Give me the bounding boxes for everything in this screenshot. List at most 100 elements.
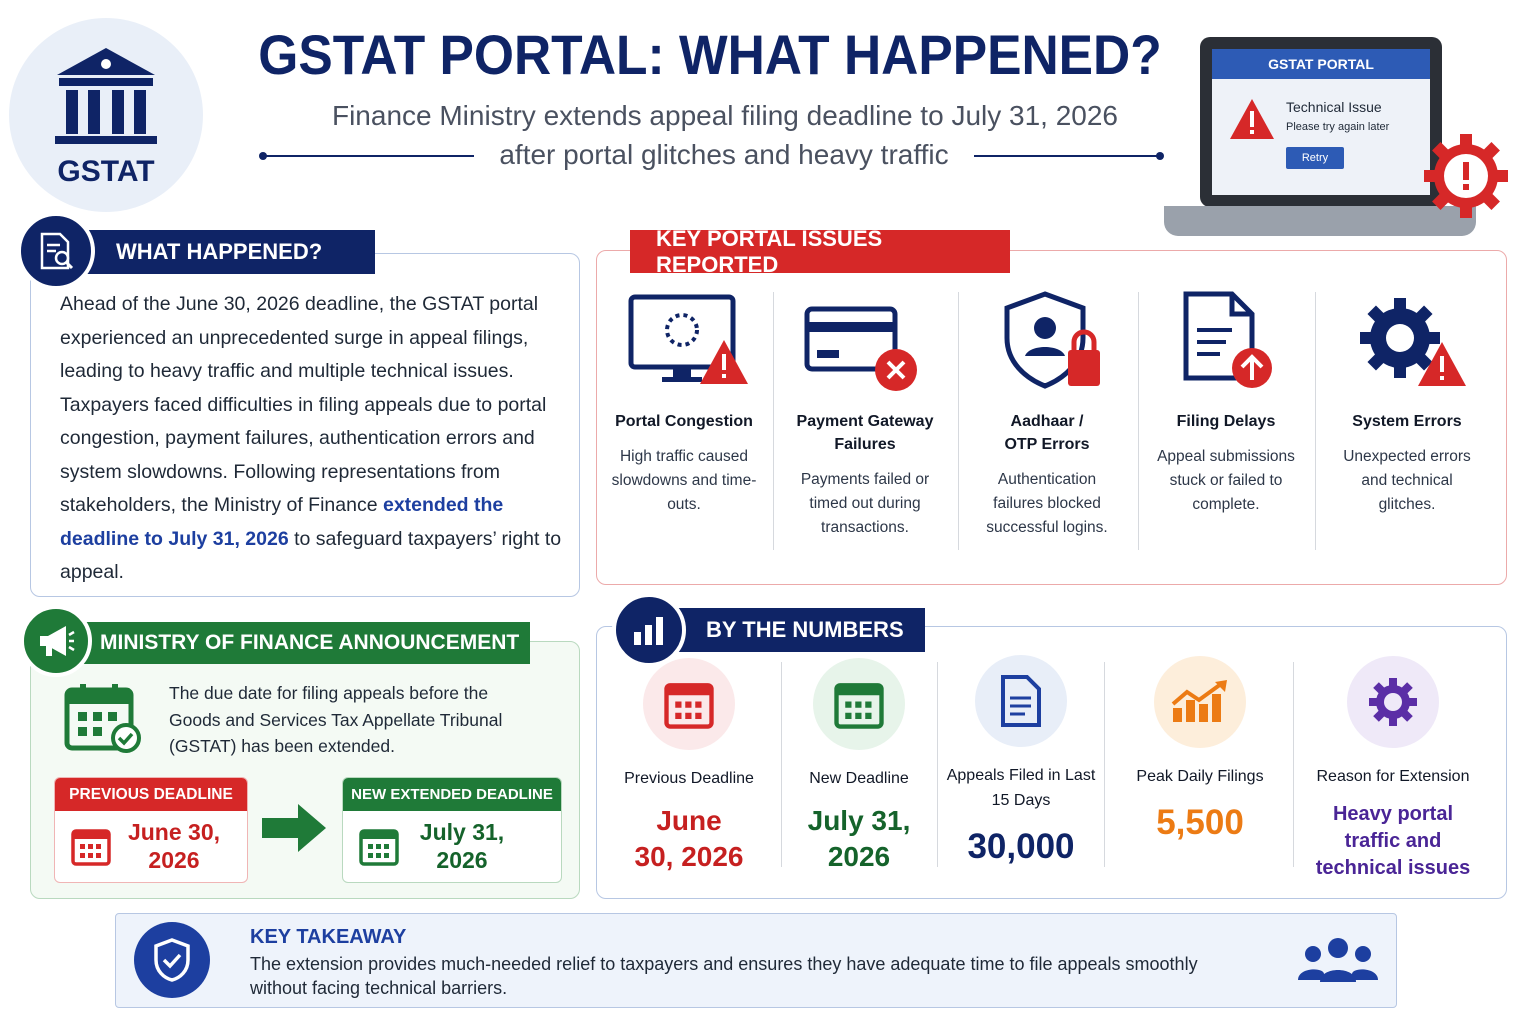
calendar-icon (834, 683, 884, 729)
section-icon (17, 212, 95, 290)
takeaway-panel (115, 913, 1397, 1008)
column-divider (958, 292, 959, 550)
main-title: GSTAT PORTAL: WHAT HAPPENED? (258, 23, 1162, 86)
issue-title: Filing Delays (1176, 413, 1276, 430)
retry-button: Retry (1286, 147, 1344, 169)
calendar-icon (359, 829, 399, 866)
section-icon (612, 593, 686, 667)
issue-message: Please try again later (1286, 121, 1390, 133)
number-label: Appeals Filed in Last 15 Days (946, 767, 1096, 809)
issue-description: Appeal submissions stuck or failed to co… (1157, 448, 1295, 513)
column-divider (1138, 292, 1139, 550)
shield-icon-circle (134, 922, 210, 998)
number-item: Previous Deadline June 30, 2026 (612, 658, 766, 875)
shield-check-icon (154, 938, 190, 982)
portal-bar: GSTAT PORTAL (1212, 49, 1430, 79)
issue-item: Payment Gateway Failures Payments failed … (787, 410, 943, 540)
warning-icon (1230, 99, 1274, 139)
calendar-icon (71, 829, 111, 866)
logo: GSTAT (9, 18, 203, 212)
issues-panel (596, 250, 1507, 585)
divider-dot (259, 152, 267, 160)
icon-circle (1347, 656, 1439, 748)
issue-description: Authentication failures blocked successf… (986, 471, 1108, 536)
laptop-base (1164, 206, 1476, 236)
section-tab: WHAT HAPPENED? (60, 230, 375, 274)
icon-circle (975, 655, 1067, 747)
subtitle: Finance Ministry extends appeal filing d… (331, 100, 1119, 131)
issue-description: Payments failed or timed out during tran… (800, 471, 930, 536)
number-item: Appeals Filed in Last 15 Days 30,000 (945, 655, 1097, 865)
gear-icon (1369, 678, 1417, 726)
number-value: June 30, 2026 (634, 805, 744, 872)
people-icon (1298, 938, 1378, 982)
takeaway-text: The extension provides much-needed relie… (250, 954, 1198, 998)
what-happened-text: Ahead of the June 30, 2026 deadline, the… (60, 288, 565, 590)
issue-title: System Errors (1352, 413, 1462, 430)
subtitle: after portal glitches and heavy traffic (499, 139, 949, 170)
number-label: Peak Daily Filings (1136, 768, 1264, 785)
file-upload-icon (1183, 291, 1272, 388)
card-icon (804, 306, 917, 391)
number-label: New Deadline (809, 770, 909, 787)
issue-item: System Errors Unexpected errors and techn… (1332, 410, 1482, 517)
column-divider (937, 662, 938, 867)
divider-dot (1156, 152, 1164, 160)
section-icon (20, 605, 92, 677)
bar-icon (634, 617, 663, 645)
arrow (262, 804, 326, 852)
card-label: PREVIOUS DEADLINE (55, 778, 247, 811)
number-item: Reason for Extension Heavy portal traffi… (1300, 656, 1486, 882)
card-label: NEW EXTENDED DEADLINE (343, 778, 561, 811)
document-icon (1001, 675, 1041, 727)
number-value: July 31, 2026 (807, 805, 911, 872)
icon-circle (1154, 656, 1246, 748)
issue-item: Aadhaar / OTP Errors Authentication failu… (972, 410, 1122, 540)
section-tab: MINISTRY OF FINANCE ANNOUNCEMENT (62, 622, 530, 664)
document-search-icon (40, 232, 74, 270)
new-deadline-card: NEW EXTENDED DEADLINE July 31, 2026 (342, 777, 562, 883)
number-value: 5,500 (1156, 803, 1244, 842)
divider-line (262, 155, 474, 157)
section-tab: BY THE NUMBERS (640, 608, 925, 652)
issue-title: Aadhaar / OTP Errors (1004, 413, 1090, 453)
issue-title: Payment Gateway Failures (796, 413, 934, 453)
announcement-text: The due date for filing appeals before t… (169, 683, 503, 756)
gear-error-icon (1360, 298, 1466, 386)
screen: GSTAT PORTAL Technical Issue Please try … (1212, 49, 1430, 195)
body-text: Ahead of the June 30, 2026 deadline, the… (60, 293, 547, 516)
megaphone-icon (40, 626, 75, 656)
issue-item: Portal Congestion High traffic caused slo… (604, 410, 764, 517)
column-divider (1104, 662, 1105, 867)
takeaway-heading: KEY TAKEAWAY (250, 926, 407, 948)
number-value: 30,000 (967, 827, 1075, 866)
number-label: Previous Deadline (624, 770, 754, 787)
monitor-icon (628, 294, 748, 384)
issue-description: High traffic caused slowdowns and time-o… (611, 448, 757, 513)
number-item: Peak Daily Filings 5,500 (1112, 656, 1288, 841)
number-label: Reason for Extension (1316, 768, 1470, 785)
calendar-icon (664, 683, 714, 729)
body-text: to safeguard taxpayers’ right to appeal. (60, 527, 562, 584)
issue-title: Technical Issue (1286, 99, 1382, 115)
divider-line (974, 155, 1162, 157)
column-divider (1315, 292, 1316, 550)
shield-lock-icon (1004, 291, 1100, 389)
icon-circle (813, 658, 905, 750)
issue-item: Filing Delays Appeal submissions stuck or… (1148, 410, 1304, 517)
card-date: June 30, 2026 (127, 819, 221, 873)
logo-building (55, 48, 157, 144)
number-value: Heavy portal traffic and technical issue… (1315, 803, 1471, 879)
issue-description: Unexpected errors and technical glitches… (1343, 448, 1471, 513)
highlight-text: extended the deadline to July 31, 2026 (60, 494, 504, 550)
numbers-panel (596, 626, 1507, 899)
column-divider (781, 662, 782, 867)
gear-warning (1424, 134, 1508, 218)
laptop-screen: GSTAT PORTAL Technical Issue Please try … (1200, 37, 1442, 207)
card-date: July 31, 2026 (419, 819, 505, 873)
column-divider (773, 292, 774, 550)
icon-circle (643, 658, 735, 750)
number-item: New Deadline July 31, 2026 (786, 658, 932, 875)
section-tab: KEY PORTAL ISSUES REPORTED (630, 226, 1010, 277)
